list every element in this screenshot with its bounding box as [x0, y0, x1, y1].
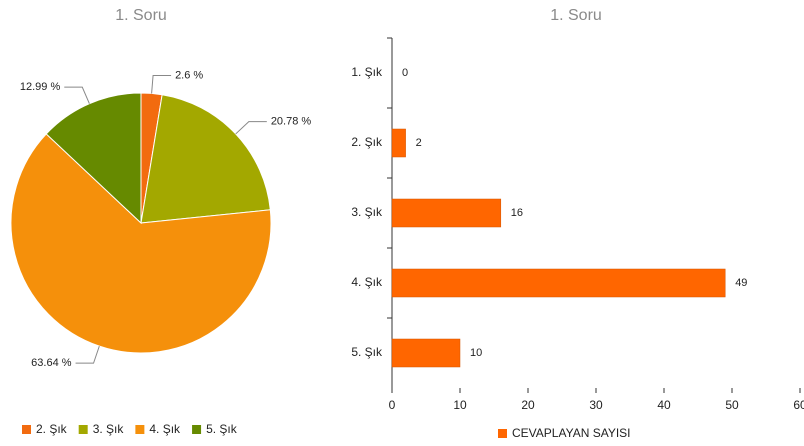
- leader-line: [64, 86, 90, 104]
- x-tick-label: 40: [657, 398, 671, 412]
- bar: [391, 338, 461, 368]
- x-tick-label: 30: [589, 398, 603, 412]
- x-tick-label: 60: [793, 398, 804, 412]
- legend-swatch: [135, 425, 145, 434]
- x-tick-label: 20: [521, 398, 535, 412]
- y-tick-label: 3. Şık: [351, 205, 383, 219]
- legend-swatch: [78, 425, 88, 434]
- x-tick-label: 10: [453, 398, 467, 412]
- legend-swatch: [192, 425, 202, 434]
- bar-value-label: 10: [470, 347, 482, 359]
- legend-swatch: [498, 429, 507, 438]
- bar-value-label: 49: [735, 277, 747, 289]
- leader-line: [75, 345, 100, 364]
- x-tick-label: 50: [725, 398, 739, 412]
- legend-label: 5. Şık: [206, 422, 238, 436]
- bar-value-label: 16: [511, 207, 523, 219]
- legend-swatch: [22, 425, 31, 434]
- bar-value-label: 0: [402, 67, 408, 79]
- legend-label: 4. Şık: [149, 422, 181, 436]
- bar-value-label: 2: [416, 137, 422, 149]
- x-tick-label: 0: [389, 398, 396, 412]
- leader-line: [151, 74, 172, 94]
- bar: [391, 198, 502, 228]
- legend-label: CEVAPLAYAN SAYISI: [512, 426, 631, 440]
- pie-label: 20.78 %: [271, 116, 312, 128]
- pie-title: 1. Soru: [115, 7, 167, 24]
- y-tick-label: 5. Şık: [351, 345, 383, 359]
- legend-label: 3. Şık: [93, 422, 125, 436]
- y-tick-label: 4. Şık: [351, 275, 383, 289]
- bar: [391, 268, 726, 298]
- bar-title: 1. Soru: [550, 7, 602, 24]
- pie-label: 63.64 %: [31, 357, 72, 369]
- pie-slice: [10, 133, 272, 354]
- pie-label: 2.6 %: [175, 69, 203, 81]
- bar: [391, 128, 406, 158]
- y-tick-label: 1. Şık: [351, 65, 383, 79]
- pie-slice: [45, 92, 142, 225]
- leader-line: [235, 121, 267, 135]
- pie-slice: [140, 94, 271, 224]
- y-tick-label: 2. Şık: [351, 135, 383, 149]
- legend-label: 2. Şık: [36, 422, 68, 436]
- pie-label: 12.99 %: [20, 81, 61, 93]
